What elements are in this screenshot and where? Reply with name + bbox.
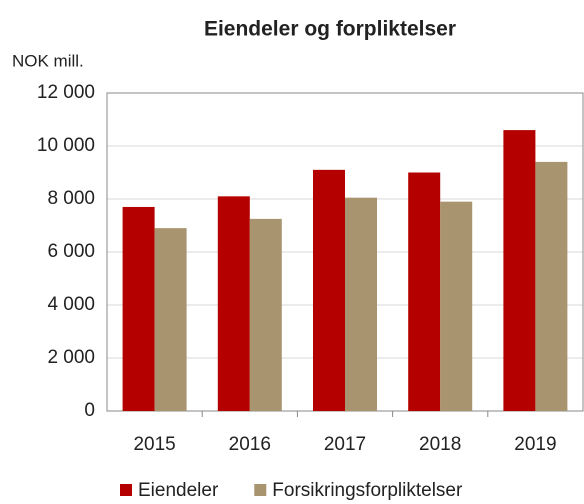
legend-label: Forsikringsforpliktelser [272, 480, 463, 501]
chart-title: Eiendeler og forpliktelser [204, 18, 456, 41]
legend-swatch [254, 484, 267, 496]
y-tick-label: 4 000 [47, 294, 95, 315]
x-tick-label: 2015 [133, 434, 175, 455]
x-tick-label: 2016 [229, 434, 271, 455]
y-tick-label: 2 000 [47, 347, 95, 368]
y-tick-label: 6 000 [47, 241, 95, 262]
x-tick-label: 2019 [514, 434, 556, 455]
bar [217, 196, 250, 411]
bar [154, 228, 187, 411]
bar [313, 169, 345, 411]
bar [122, 206, 155, 411]
y-axis-label: NOK mill. [12, 51, 84, 70]
bar [408, 172, 441, 411]
bar [249, 218, 282, 411]
y-tick-label: 8 000 [47, 188, 95, 209]
bar [345, 197, 377, 411]
legend-swatch [120, 484, 132, 496]
bar [503, 130, 536, 411]
y-tick-label: 12 000 [37, 82, 95, 103]
x-tick-label: 2017 [324, 434, 366, 455]
y-tick-label: 10 000 [37, 135, 95, 156]
y-tick-label: 0 [84, 400, 95, 421]
bar [535, 161, 568, 411]
legend-label: Eiendeler [138, 480, 219, 501]
x-tick-label: 2018 [419, 434, 461, 455]
bar [440, 201, 473, 411]
